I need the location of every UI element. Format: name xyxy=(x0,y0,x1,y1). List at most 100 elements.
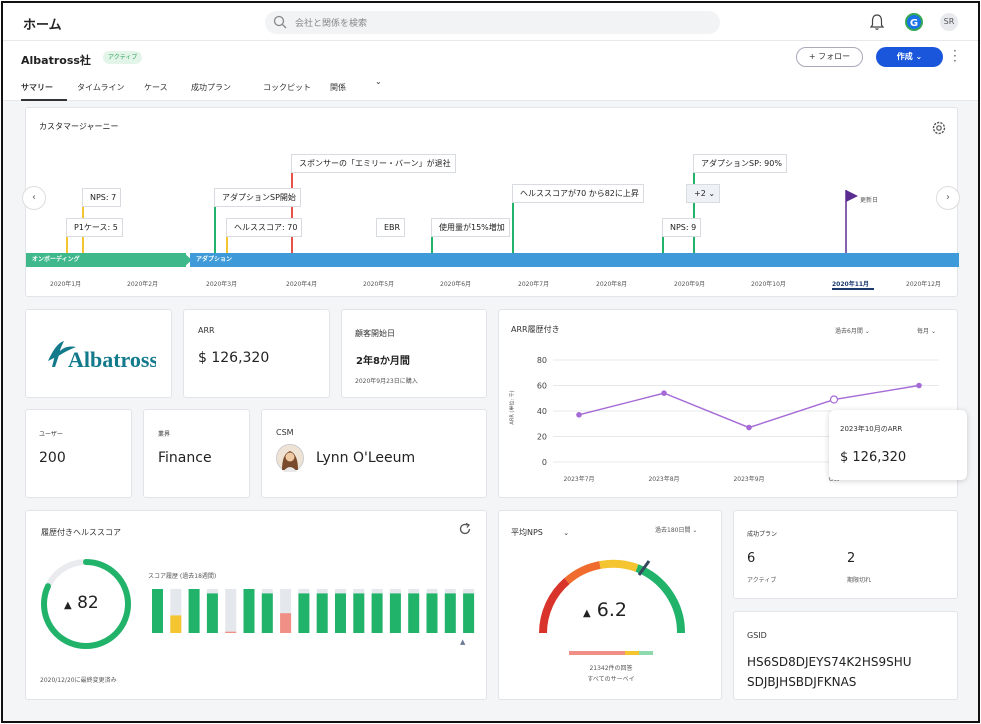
period-filter[interactable]: 過去6月間 ⌄ xyxy=(835,326,870,335)
milestone-line xyxy=(214,188,216,253)
score-bar[interactable] xyxy=(280,613,292,633)
chevron-left-icon[interactable]: ‹ xyxy=(22,186,46,210)
score-bar[interactable] xyxy=(316,593,328,633)
expired-plans-label: 期限切れ xyxy=(847,577,872,584)
month-label: 2020年7月 xyxy=(518,281,550,288)
score-bar[interactable] xyxy=(389,593,401,633)
csm-label: CSM xyxy=(276,428,294,437)
arr-data-point[interactable] xyxy=(746,424,752,431)
search-input[interactable]: 会社と関係を検索 xyxy=(265,11,720,34)
gear-icon[interactable] xyxy=(931,120,947,136)
bell-icon[interactable] xyxy=(869,13,885,31)
milestone-usage-15[interactable]: 使用量が15%増加 xyxy=(431,218,510,237)
g-app-icon[interactable]: G xyxy=(905,13,923,31)
score-bar[interactable] xyxy=(206,593,218,633)
score-bar[interactable] xyxy=(225,631,237,633)
tab-relationships[interactable]: 関係 xyxy=(330,83,346,92)
y-tick-label: 40 xyxy=(537,407,547,416)
milestone-ebr[interactable]: EBR xyxy=(376,218,406,237)
month-label: 2020年4月 xyxy=(286,281,318,288)
search-placeholder: 会社と関係を検索 xyxy=(295,19,368,29)
success-plans-title: 成功プラン xyxy=(747,531,778,538)
chevron-down-icon[interactable]: ⌄ xyxy=(563,529,570,537)
more-count: +2 xyxy=(694,189,706,198)
more-menu-icon[interactable]: · · · xyxy=(953,44,957,68)
arr-data-point[interactable] xyxy=(829,395,839,404)
milestone-health-70[interactable]: ヘルススコア: 70 xyxy=(226,218,303,237)
score-bar[interactable] xyxy=(188,589,200,633)
phase-onboarding[interactable]: オンボーディング xyxy=(26,253,186,267)
tab-bar: サマリー タイムライン ケース 成功プラン コックピット 関係 ⌄ xyxy=(3,77,978,101)
milestone-line xyxy=(693,156,695,253)
month-label: 2020年2月 xyxy=(127,281,159,288)
score-bar[interactable] xyxy=(463,593,475,633)
tab-success-plans[interactable]: 成功プラン xyxy=(191,83,231,92)
milestone-nps-9[interactable]: NPS: 9 xyxy=(662,218,702,237)
score-bar[interactable] xyxy=(408,593,420,633)
month-label: 2020年9月 xyxy=(674,281,706,288)
milestone-line xyxy=(512,184,514,253)
create-label: 作成 xyxy=(896,52,913,61)
score-bar[interactable] xyxy=(152,589,163,633)
nps-period-filter[interactable]: 過去180日間 ⌄ xyxy=(655,525,697,534)
csm-card: CSM Lynn O'Leeum xyxy=(261,409,487,498)
score-bar[interactable] xyxy=(371,593,383,633)
arr-data-point[interactable] xyxy=(576,412,582,418)
phase-adoption[interactable]: アダプション xyxy=(190,253,959,267)
milestone-nps-7[interactable]: NPS: 7 xyxy=(82,188,122,207)
arr-data-point[interactable] xyxy=(916,382,922,389)
score-bar[interactable] xyxy=(170,615,182,633)
score-bar[interactable] xyxy=(261,593,273,633)
score-bar[interactable] xyxy=(243,589,255,633)
industry-label: 業界 xyxy=(158,431,171,438)
expired-plans-count[interactable]: 2 xyxy=(847,551,856,566)
logo-text: Albatross xyxy=(68,347,156,372)
active-plans-count[interactable]: 6 xyxy=(747,551,756,566)
health-history-bars xyxy=(152,589,475,633)
user-avatar[interactable]: SR xyxy=(940,13,958,31)
chevron-right-icon[interactable]: › xyxy=(936,186,960,210)
create-button[interactable]: 作成 ⌄ xyxy=(876,47,943,67)
score-bar-track xyxy=(170,589,182,633)
tab-cases[interactable]: ケース xyxy=(144,83,168,92)
tabs-more-chevron-icon[interactable]: ⌄ xyxy=(375,77,382,86)
renewal-date-label: 更新日 xyxy=(860,197,879,204)
tab-cockpit[interactable]: コックピット xyxy=(263,83,311,92)
milestone-health-70-82[interactable]: ヘルススコアが70 から82に上昇 xyxy=(512,184,644,203)
milestone-p1-cases[interactable]: P1ケース: 5 xyxy=(66,218,123,237)
gsid-line-2: SDJBJHSBDJFKNAS xyxy=(747,675,857,689)
nps-value: 6.2 xyxy=(596,599,627,621)
score-bar[interactable] xyxy=(444,593,456,633)
score-bar[interactable] xyxy=(335,593,346,633)
score-bar[interactable] xyxy=(298,593,310,633)
follow-button[interactable]: + フォロー xyxy=(796,47,863,67)
nps-responses: 21342件の回答 xyxy=(589,665,633,672)
flag-icon[interactable] xyxy=(844,188,874,268)
interval-filter[interactable]: 毎月 ⌄ xyxy=(917,326,936,335)
milestone-adoption-sp-90[interactable]: アダプションSP: 90% xyxy=(693,154,787,173)
milestone-adoption-sp-start[interactable]: アダプションSP開始 xyxy=(214,188,301,207)
arr-value: $ 126,320 xyxy=(198,350,270,366)
milestone-sponsor-left[interactable]: スポンサーの「エミリー・バーン」が退社 xyxy=(291,154,456,173)
chevron-down-icon: ⌄ xyxy=(915,52,923,61)
nps-source: すべてのサーベイ xyxy=(587,676,635,683)
month-label: 2020年8月 xyxy=(596,281,628,288)
detractors-bar xyxy=(569,651,625,655)
nps-distribution-bar xyxy=(569,651,653,655)
gsid-label: GSID xyxy=(747,631,767,640)
home-title[interactable]: ホーム xyxy=(23,18,62,33)
csm-avatar[interactable] xyxy=(276,444,304,472)
tab-summary[interactable]: サマリー xyxy=(21,83,53,92)
milestone-more[interactable]: +2 ⌄ xyxy=(686,184,721,203)
y-tick-label: 60 xyxy=(537,382,547,391)
industry-value: Finance xyxy=(158,450,212,466)
y-tick-label: 0 xyxy=(542,458,547,467)
csm-name[interactable]: Lynn O'Leeum xyxy=(316,450,416,466)
arr-data-point[interactable] xyxy=(661,390,667,396)
refresh-icon[interactable] xyxy=(458,522,472,536)
score-bar[interactable] xyxy=(426,593,438,633)
passives-bar xyxy=(625,651,639,655)
score-bar[interactable] xyxy=(353,593,365,633)
tab-timeline[interactable]: タイムライン xyxy=(77,83,125,92)
arr-history-title: ARR履歴付き xyxy=(511,325,560,334)
